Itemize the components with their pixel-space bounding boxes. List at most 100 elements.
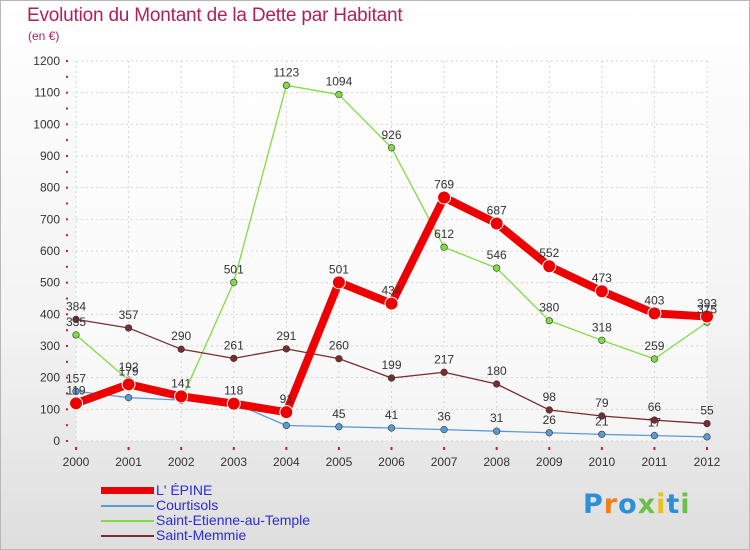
legend-swatch-courtisols [101, 505, 154, 507]
legend-label-courtisols: Courtisols [156, 497, 219, 513]
data-label: 375 [697, 302, 717, 316]
series-point [489, 216, 504, 231]
y-tick-label: 800 [40, 181, 60, 195]
data-label: 393 [697, 297, 717, 311]
series-point [69, 396, 83, 411]
legend-swatch-saint-etienne [101, 520, 154, 522]
y-tick-label: 0 [53, 434, 60, 448]
data-label: 36 [437, 410, 451, 424]
series-point [594, 284, 609, 299]
data-label: 17 [648, 416, 662, 430]
series-point [598, 412, 606, 420]
x-tick-label: 2007 [431, 455, 458, 469]
series-point [493, 264, 501, 272]
x-tick-label: 2010 [588, 455, 615, 469]
series-point [440, 368, 448, 376]
y-tick-label: 1200 [33, 54, 60, 68]
series-point [440, 426, 448, 434]
series-point [440, 243, 448, 251]
series-point [121, 377, 136, 392]
data-label: 384 [66, 299, 86, 313]
data-label: 357 [119, 308, 139, 322]
series-point [124, 324, 133, 332]
series-point [703, 433, 711, 441]
data-label: 157 [66, 371, 86, 385]
y-tick-label: 700 [40, 212, 60, 226]
brand-letter: r [603, 489, 619, 520]
x-tick-label: 2000 [63, 455, 90, 469]
brand-letter: t [666, 489, 681, 520]
data-label: 552 [539, 246, 559, 260]
y-tick-label: 100 [40, 402, 60, 416]
x-tick-label: 2006 [378, 455, 405, 469]
chart-title: Evolution du Montant de la Dette par Hab… [27, 5, 403, 26]
series-point [230, 278, 238, 286]
data-label: 403 [644, 293, 664, 307]
data-label: 260 [329, 339, 349, 353]
series-point [437, 190, 452, 205]
series-point [703, 419, 711, 428]
series-point [387, 424, 396, 432]
x-tick-label: 2005 [326, 455, 353, 469]
data-label: 335 [66, 315, 86, 329]
series-point [598, 430, 606, 438]
data-label: 26 [543, 413, 557, 427]
label-layer: 157 45 41 36 31 26 21 17 335 192 501 1123 1094 926 612… [66, 65, 717, 429]
data-label: 259 [644, 339, 664, 353]
brand-letter: i [680, 489, 691, 520]
series-point [650, 432, 659, 440]
y-tick-label: 1000 [33, 117, 60, 131]
data-label: 179 [119, 364, 139, 378]
series-point [124, 394, 133, 402]
data-label: 118 [224, 384, 243, 398]
brand-letter: i [656, 489, 667, 520]
data-label: 687 [487, 203, 507, 217]
series-point [226, 396, 241, 411]
x-tick-label: 2009 [536, 455, 563, 469]
data-label: 318 [592, 320, 612, 334]
data-label: 31 [490, 411, 504, 425]
data-label: 380 [539, 301, 559, 315]
series-point [647, 306, 662, 321]
data-label: 290 [171, 329, 191, 343]
data-label: 501 [329, 262, 349, 276]
brand-letter: P [583, 489, 604, 520]
data-label: 45 [332, 407, 346, 421]
data-label: 119 [66, 383, 85, 397]
series-point [72, 387, 80, 395]
data-label: 546 [487, 248, 507, 262]
data-label: 217 [434, 352, 454, 366]
x-tick-label: 2012 [694, 455, 721, 469]
brand-letter: x [637, 489, 657, 520]
data-label: 66 [648, 400, 662, 414]
data-label: 192 [119, 360, 139, 374]
series-point [384, 296, 399, 311]
series-point [493, 380, 501, 388]
data-label: 926 [381, 128, 401, 142]
data-label: 434 [381, 284, 401, 298]
axis-layer: 0 100 200 300 400 500 600 700 800 900 1000 1100 1200… [33, 54, 720, 469]
data-label: 141 [171, 376, 191, 390]
data-label: 41 [385, 408, 399, 422]
series-point [282, 421, 290, 430]
data-label: 769 [434, 177, 454, 191]
data-label: 79 [595, 396, 609, 410]
series-layer [69, 81, 714, 441]
x-tick-label: 2008 [483, 455, 510, 469]
series-point [335, 90, 343, 99]
brand-letter: o [618, 489, 638, 520]
data-label: 21 [595, 414, 609, 428]
series-point [387, 144, 396, 152]
y-tick-label: 200 [40, 371, 60, 385]
x-tick-label: 2011 [642, 455, 668, 469]
series-point [331, 275, 346, 290]
data-label: 291 [276, 329, 296, 343]
legend-swatch-saint-memmie [101, 535, 154, 537]
series-point [174, 389, 189, 404]
series-point [279, 405, 294, 420]
legend-label-saint-etienne: Saint-Etienne-au-Temple [156, 512, 311, 528]
series-point [493, 427, 501, 435]
legend-label-saint-memmie: Saint-Memmie [156, 527, 247, 543]
data-label: 180 [487, 364, 507, 378]
